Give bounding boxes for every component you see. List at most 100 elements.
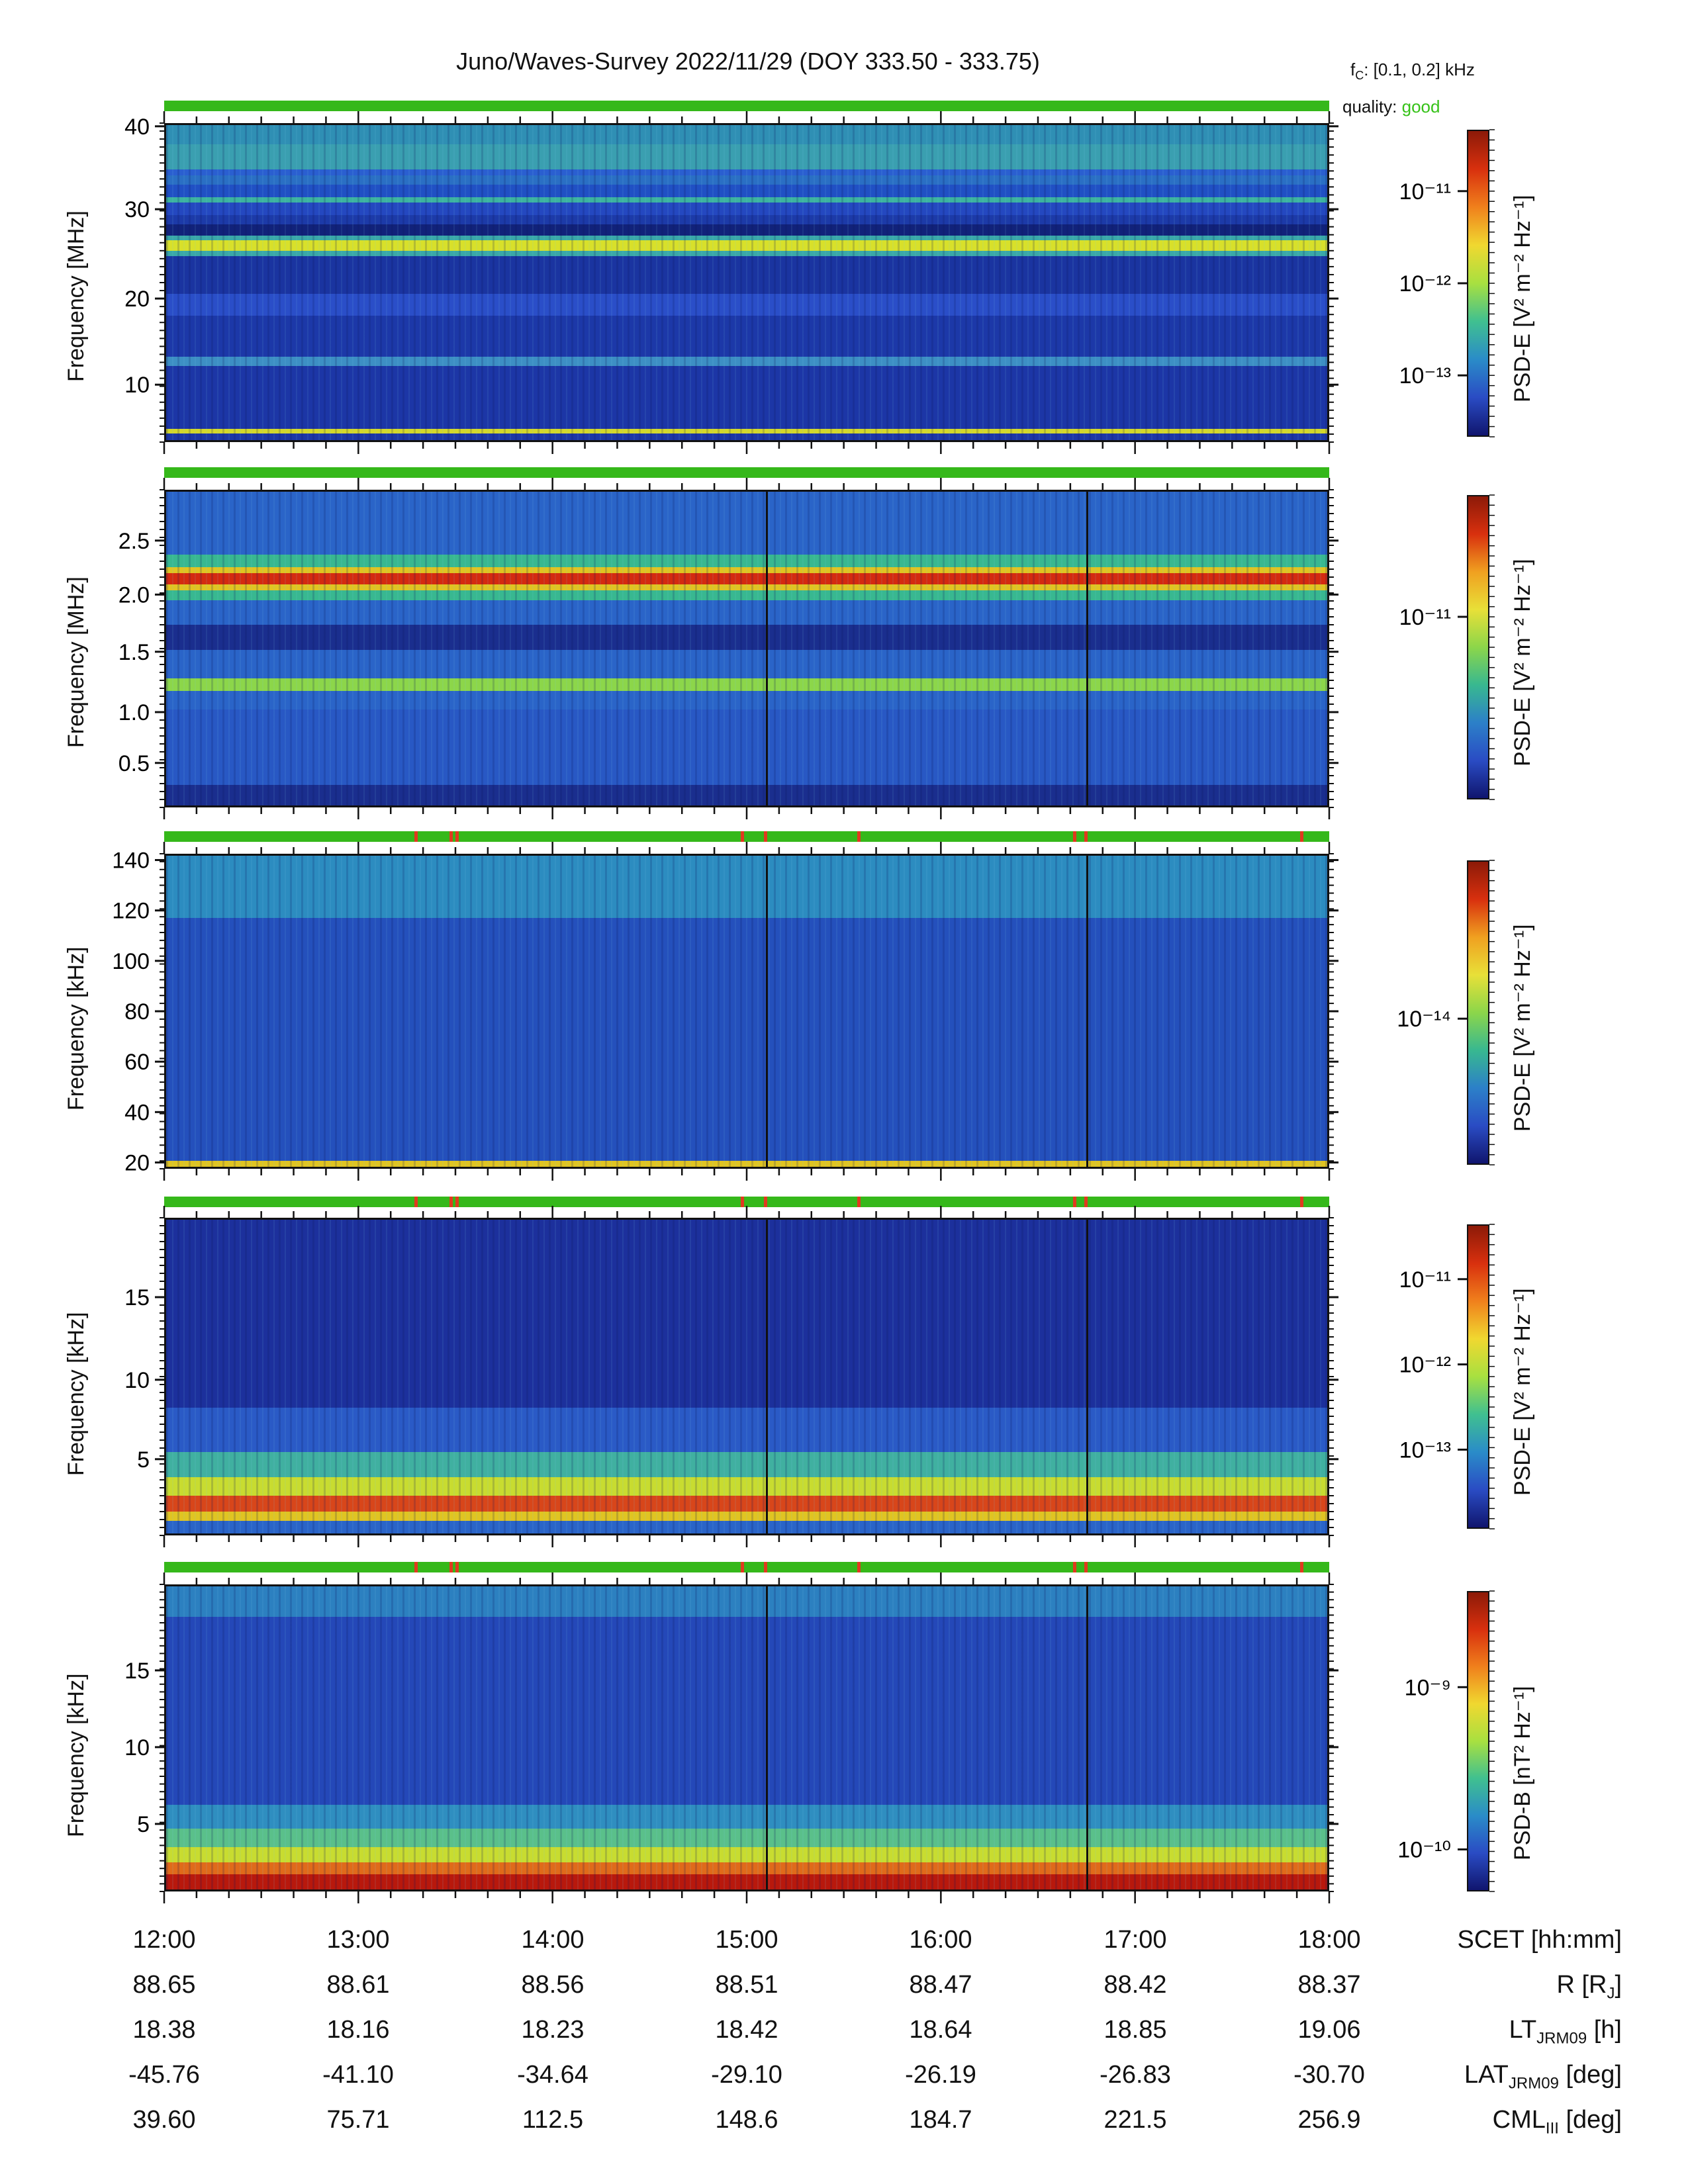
ephemeris-value: 18.23 — [521, 2016, 585, 2044]
marker-line — [1086, 1220, 1089, 1533]
spectrogram-image — [164, 490, 1329, 807]
spectral-band — [166, 251, 1327, 256]
colorbar-tick-label: 10⁻¹³ — [1399, 363, 1451, 388]
y-tick-label: 1.5 — [118, 640, 150, 665]
quality-flag — [1084, 1562, 1088, 1572]
ephemeris-value: 88.37 — [1297, 1971, 1361, 1999]
spectral-band — [166, 573, 1327, 584]
y-tick-label: 140 — [112, 848, 150, 874]
spectral-band — [166, 918, 1327, 1161]
y-tick-label: 40 — [124, 114, 150, 140]
spectrogram-image — [164, 123, 1329, 442]
ephemeris-value: 221.5 — [1103, 2106, 1167, 2134]
y-tick-label: 5 — [137, 1447, 150, 1473]
ephemeris-value: 19.06 — [1297, 2016, 1361, 2044]
ephemeris-row: 12:00 13:00 14:00 15:00 16:00 17:00 18:00 SCET … — [0, 1926, 1688, 1966]
quality-flag — [455, 1197, 459, 1207]
spectral-band — [166, 255, 1327, 294]
marker-line — [1086, 492, 1089, 805]
spectral-band — [166, 197, 1327, 203]
y-tick-label: 20 — [124, 287, 150, 312]
ephemeris-value: 17:00 — [1103, 1926, 1167, 1954]
y-tick-label: 120 — [112, 899, 150, 924]
spectral-band — [166, 650, 1327, 679]
ephemeris-value: -30.70 — [1293, 2061, 1365, 2089]
ephemeris-value: -26.83 — [1100, 2061, 1171, 2089]
spectrogram-image — [164, 1218, 1329, 1535]
ephemeris-value: 18.42 — [715, 2016, 778, 2044]
quality-bar — [164, 1197, 1329, 1207]
y-tick-label: 40 — [124, 1100, 150, 1125]
ephemeris-row: 88.65 88.61 88.56 88.51 88.47 88.42 88.37 R [RJ… — [0, 1971, 1688, 2011]
ephemeris-value: 88.47 — [909, 1971, 972, 1999]
spectral-band — [166, 356, 1327, 367]
ephemeris-value: 18.38 — [132, 2016, 196, 2044]
spectral-band — [166, 1521, 1327, 1533]
quality-flag — [455, 1562, 459, 1572]
spectral-band — [166, 235, 1327, 240]
spectral-band — [166, 214, 1327, 224]
spectral-band — [166, 709, 1327, 786]
colorbar — [1467, 1224, 1489, 1529]
ephemeris-value: 14:00 — [521, 1926, 585, 1954]
spectrogram-image — [164, 854, 1329, 1169]
quality-flag — [455, 831, 459, 842]
ephemeris-value: 18.85 — [1103, 2016, 1167, 2044]
spectral-band — [166, 240, 1327, 251]
ephemeris-row: 39.60 75.71 112.5 148.6 184.7 221.5 256.9 CMLII… — [0, 2106, 1688, 2146]
ephemeris-value: 18:00 — [1297, 1926, 1361, 1954]
texture-overlay — [166, 856, 1327, 1167]
y-tick-label: 1.0 — [118, 700, 150, 725]
y-tick-label: 2.5 — [118, 529, 150, 554]
spectral-band — [166, 625, 1327, 651]
ephemeris-value: 88.51 — [715, 1971, 778, 1999]
y-tick-label: 30 — [124, 197, 150, 222]
ephemeris-value: -34.64 — [517, 2061, 588, 2089]
texture-overlay — [166, 1220, 1327, 1533]
quality-bar — [164, 467, 1329, 478]
colorbar — [1467, 860, 1489, 1165]
quality-flag — [857, 1562, 861, 1572]
quality-flag — [857, 1197, 861, 1207]
spectral-band — [166, 185, 1327, 198]
ephemeris-value: -26.19 — [905, 2061, 976, 2089]
ephemeris-value: 88.42 — [1103, 1971, 1167, 1999]
quality-flag — [449, 831, 453, 842]
quality-flag — [764, 831, 768, 842]
ephemeris-label: CMLIII [deg] — [1492, 2106, 1622, 2138]
colorbar — [1467, 1591, 1489, 1891]
quality-flag — [1072, 1562, 1076, 1572]
ephemeris-value: -41.10 — [322, 2061, 394, 2089]
ephemeris-row: 18.38 18.16 18.23 18.42 18.64 18.85 19.06 LTJRM… — [0, 2016, 1688, 2056]
quality-flag — [764, 1197, 768, 1207]
texture-overlay — [166, 492, 1327, 805]
colorbar-label: PSD-B [nT² Hz⁻¹] — [1510, 1686, 1535, 1860]
marker-line — [1086, 1586, 1089, 1889]
quality-flag — [741, 831, 745, 842]
ephemeris-value: 16:00 — [909, 1926, 972, 1954]
spectral-band — [166, 1451, 1327, 1477]
ephemeris-label: LTJRM09 [h] — [1509, 2016, 1622, 2048]
spectral-band — [166, 175, 1327, 185]
quality-bar — [164, 101, 1329, 111]
spectral-band — [166, 366, 1327, 430]
colorbar-tick-label: 10⁻¹⁴ — [1397, 1007, 1451, 1032]
ephemeris-label: LATJRM09 [deg] — [1464, 2061, 1622, 2093]
ephemeris-value: 112.5 — [522, 2106, 584, 2134]
spectral-band — [166, 1408, 1327, 1452]
spectral-band — [166, 433, 1327, 440]
ephemeris-value: -29.10 — [711, 2061, 782, 2089]
y-tick-label: 15 — [124, 1659, 150, 1684]
spectral-band — [166, 144, 1327, 169]
quality-flag — [449, 1197, 453, 1207]
ephemeris-value: 256.9 — [1297, 2106, 1361, 2134]
marker-line — [1086, 856, 1089, 1167]
quality-flag — [741, 1562, 745, 1572]
spectral-band — [166, 125, 1327, 144]
